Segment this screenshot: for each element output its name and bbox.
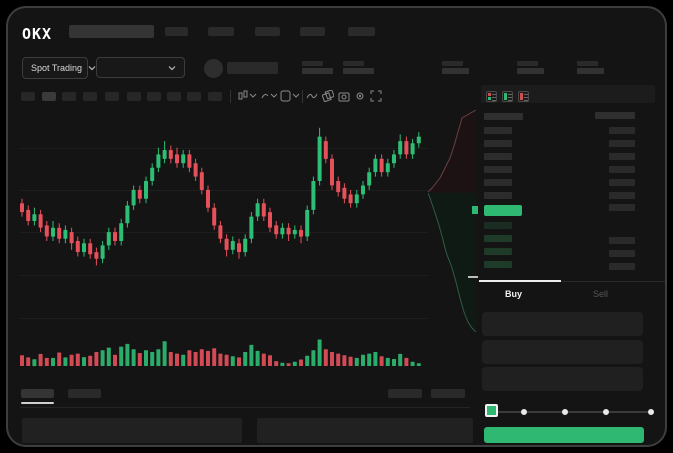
slider-stop-100[interactable] [648, 409, 654, 415]
depth-strip[interactable] [428, 110, 478, 332]
bid-row-2[interactable] [484, 235, 512, 242]
ask-row-1[interactable] [484, 127, 512, 134]
ask-row-3[interactable] [484, 153, 512, 160]
bottom-tab-active-underline [21, 402, 54, 404]
line-tool-icon[interactable] [306, 90, 318, 102]
volume-chart[interactable] [20, 336, 428, 367]
chevron-down-icon [168, 65, 176, 70]
orderbook-toolbar-bg [481, 85, 655, 103]
price-input[interactable] [482, 312, 643, 336]
timeframe-button-10[interactable] [208, 92, 222, 101]
depth-asks-area [428, 110, 476, 192]
orders-panel-placeholder [22, 418, 242, 443]
slider-stop-25[interactable] [521, 409, 527, 415]
ask-row-5[interactable] [484, 179, 512, 186]
amount-cell-10 [609, 263, 635, 270]
price-chart[interactable] [20, 110, 428, 332]
bottom-action-1[interactable] [388, 389, 422, 398]
slider-stop-50[interactable] [562, 409, 568, 415]
amount-cell-6 [609, 192, 635, 199]
orderbook-view-bids-icon[interactable] [502, 91, 513, 102]
bottom-tab-1[interactable] [21, 389, 54, 398]
timeframe-button-4[interactable] [83, 92, 97, 101]
timeframe-button-7[interactable] [147, 92, 161, 101]
candle-style-dropdown[interactable] [237, 90, 257, 102]
ask-row-4[interactable] [484, 166, 512, 173]
last-price-tick [472, 206, 478, 214]
chevron-down-icon [88, 66, 96, 71]
orderbook-view-both-icon[interactable] [486, 91, 497, 102]
amount-slider-handle[interactable] [485, 404, 498, 417]
app-window: OKX Spot Trading [6, 6, 667, 447]
ask-row-6[interactable] [484, 192, 512, 199]
pair-dropdown[interactable] [96, 57, 185, 78]
nav-item-5[interactable] [348, 27, 375, 36]
compare-icon[interactable] [322, 90, 334, 102]
amount-cell-8 [609, 237, 635, 244]
search-input[interactable] [69, 25, 154, 38]
amount-input[interactable] [482, 340, 643, 364]
amount-slider-track[interactable] [490, 411, 652, 413]
orderbook-amount-header [595, 112, 635, 119]
overlay-dropdown[interactable] [261, 90, 277, 102]
ask-row-2[interactable] [484, 140, 512, 147]
timeframe-button-2[interactable] [42, 92, 56, 101]
tab-sell[interactable]: Sell [593, 289, 609, 299]
bottom-action-2[interactable] [431, 389, 465, 398]
nav-item-1[interactable] [165, 27, 188, 36]
nav-item-3[interactable] [255, 27, 280, 36]
history-panel-placeholder [257, 418, 473, 443]
slider-stop-75[interactable] [603, 409, 609, 415]
trade-tabs-divider [478, 281, 665, 282]
buy-tab-underline [479, 280, 561, 282]
amount-cell-4 [609, 166, 635, 173]
amount-cell-2 [609, 140, 635, 147]
market-type-label: Spot Trading [31, 63, 83, 73]
timeframe-button-3[interactable] [62, 92, 76, 101]
tab-buy[interactable]: Buy [505, 289, 523, 299]
nav-item-2[interactable] [208, 27, 234, 36]
orderbook-view-asks-icon[interactable] [518, 91, 529, 102]
bid-row-3[interactable] [484, 248, 512, 255]
camera-icon[interactable] [338, 90, 350, 102]
bottom-divider [20, 407, 470, 408]
timeframe-button-6[interactable] [127, 92, 141, 101]
amount-cell-3 [609, 153, 635, 160]
timeframe-button-5[interactable] [105, 92, 119, 101]
settings-gear-icon[interactable] [354, 90, 366, 102]
market-type-dropdown[interactable]: Spot Trading [22, 57, 96, 79]
pair-name-placeholder [227, 62, 278, 74]
crosshair-tick [468, 276, 478, 278]
indicator-dropdown[interactable] [280, 90, 300, 102]
depth-asks-line [428, 110, 477, 193]
orderbook-last-price[interactable] [484, 205, 522, 216]
pair-coin-icon [204, 59, 223, 78]
okx-logo[interactable]: OKX [22, 25, 53, 43]
amount-cell-9 [609, 250, 635, 257]
timeframe-button-8[interactable] [167, 92, 181, 101]
depth-bids-line [428, 192, 477, 332]
amount-cell-1 [609, 127, 635, 134]
amount-cell-5 [609, 179, 635, 186]
timeframe-button-9[interactable] [187, 92, 201, 101]
submit-buy-button[interactable] [484, 427, 644, 443]
total-input[interactable] [482, 367, 643, 391]
fullscreen-icon[interactable] [370, 90, 382, 102]
bid-row-1[interactable] [484, 222, 512, 229]
amount-cell-7 [609, 204, 635, 211]
orderbook-price-header [484, 113, 523, 120]
nav-item-4[interactable] [300, 27, 325, 36]
timeframe-button-1[interactable] [21, 92, 35, 101]
bottom-tab-2[interactable] [68, 389, 101, 398]
bid-row-4[interactable] [484, 261, 512, 268]
